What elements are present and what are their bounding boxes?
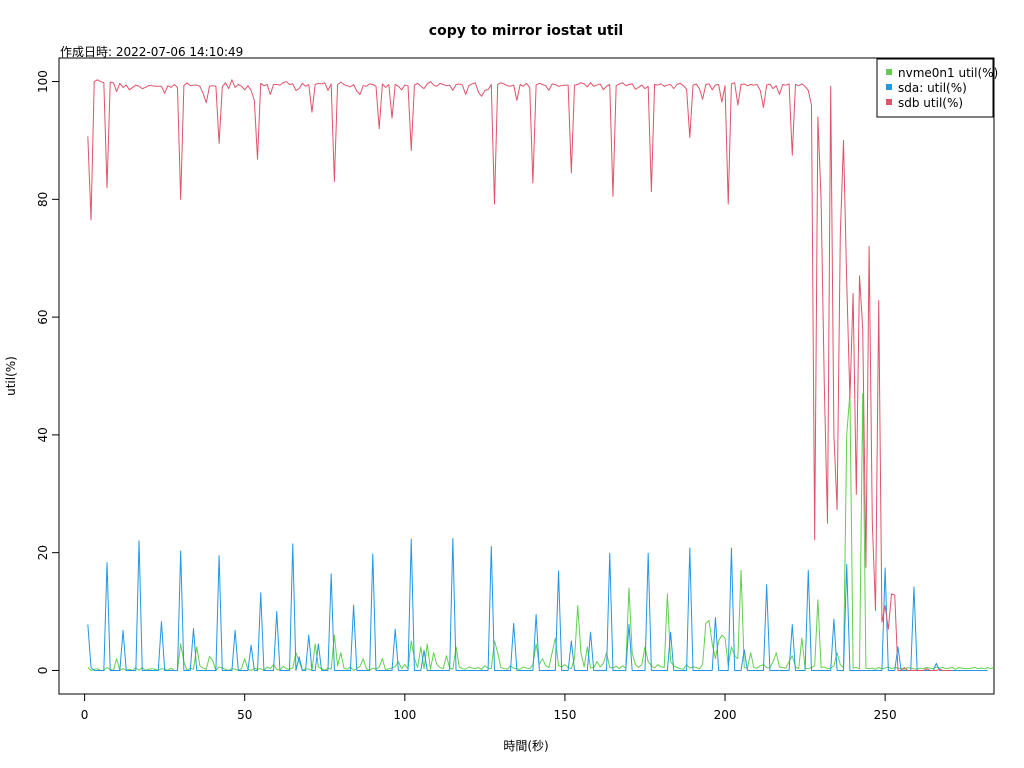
series-layer (87, 79, 995, 671)
chart-title: copy to mirror iostat util (429, 23, 623, 39)
legend-label: nvme0n1 util(%) (898, 66, 998, 80)
y-tick-label: 0 (36, 667, 50, 675)
y-tick-label: 60 (36, 309, 50, 324)
legend-swatch (886, 99, 892, 105)
legend-label: sdb util(%) (898, 96, 963, 110)
legend: nvme0n1 util(%)sda: util(%)sdb util(%) (876, 58, 998, 118)
legend-box (876, 58, 994, 118)
x-tick-label: 250 (874, 708, 897, 722)
x-tick-label: 200 (714, 708, 737, 722)
legend-swatch (886, 84, 892, 90)
y-axis: 0 20 40 60 80 100 (36, 70, 60, 675)
legend-label: sda: util(%) (898, 81, 967, 95)
series-line-sda-util (87, 538, 988, 671)
legend-swatch (886, 69, 892, 75)
y-tick-label: 80 (36, 192, 50, 207)
y-tick-label: 40 (36, 427, 50, 442)
y-tick-label: 20 (36, 545, 50, 560)
plot-frame (58, 57, 995, 695)
x-axis-label: 時間(秒) (503, 739, 548, 753)
x-tick-label: 50 (237, 708, 252, 722)
x-tick-label: 150 (553, 708, 576, 722)
series-line-nvme0n1-util (87, 393, 995, 671)
y-axis-label: util(%) (4, 356, 18, 396)
x-tick-label: 100 (393, 708, 416, 722)
x-axis: 0 50 100 150 200 250 (81, 693, 897, 722)
series-line-sdb-util (87, 79, 953, 671)
x-tick-label: 0 (81, 708, 89, 722)
chart-subtitle: 作成日時: 2022-07-06 14:10:49 (60, 45, 243, 59)
y-tick-label: 100 (36, 70, 50, 93)
